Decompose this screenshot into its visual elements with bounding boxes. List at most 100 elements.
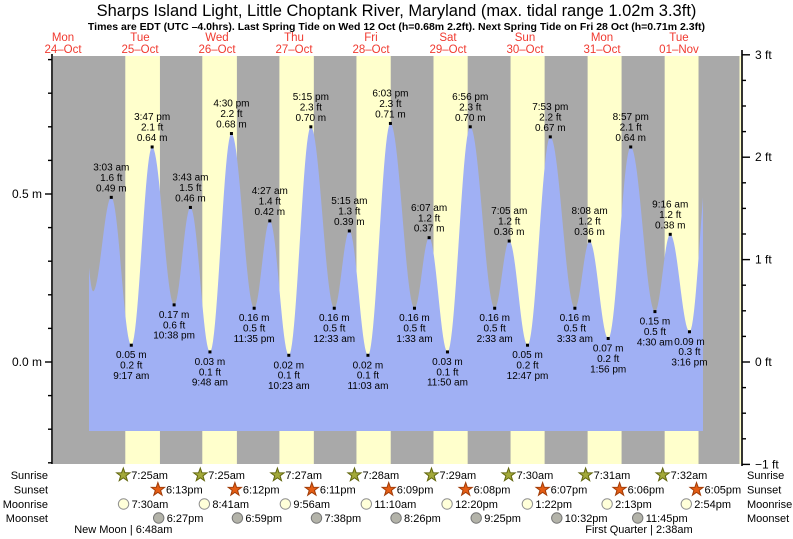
right-axis-label: 2 ft	[755, 150, 772, 164]
sunrise-time: 7:29am	[440, 470, 477, 482]
moonrise-time: 2:13pm	[615, 499, 652, 511]
low-tide-feet: 0.1 ft	[357, 371, 379, 382]
moonrise-time: 8:41am	[212, 499, 249, 511]
moonset-time: 6:59pm	[245, 513, 282, 525]
high-tide-time: 6:03 pm	[372, 89, 408, 100]
low-tide-time: 3:33 am	[557, 334, 593, 345]
low-tide-dot	[366, 353, 370, 357]
axes: 0.0 m 0.5 m −1 ft 0 ft 1 ft 2 ft 3 ft	[12, 48, 779, 472]
high-tide-dot	[388, 121, 392, 125]
sunset-star-icon	[226, 480, 243, 497]
day-date-label: 29–Oct	[429, 44, 467, 56]
high-tide-time: 8:08 am	[572, 206, 608, 217]
high-tide-time: 5:15 am	[331, 196, 367, 207]
high-tide-time: 3:03 am	[93, 163, 129, 174]
moonrise-time: 1:22pm	[535, 499, 572, 511]
low-tide-time: 11:35 pm	[234, 334, 275, 345]
sunrise-time: 7:25am	[131, 470, 168, 482]
high-tide-meters: 0.67 m	[535, 123, 566, 134]
moonset-icon	[631, 512, 644, 524]
low-tide-time: 2:33 am	[477, 334, 513, 345]
left-axis-label: 0.5 m	[12, 187, 42, 201]
sunrise-star-icon	[192, 466, 209, 482]
day-labels: Mon24–OctTue25–OctWed26–OctThu27–OctFri2…	[44, 32, 699, 56]
left-axis-label: 0.0 m	[12, 355, 42, 369]
moonrise-icon	[680, 498, 693, 510]
tide-curve-layer	[89, 123, 703, 431]
low-tide-meters: 0.03 m	[195, 357, 226, 368]
high-tide-feet: 2.1 ft	[141, 123, 163, 134]
sunset-time: 6:07pm	[551, 485, 588, 497]
right-axis-label: 1 ft	[755, 253, 772, 267]
moon-phase-note: New Moon | 6:48am	[74, 524, 172, 536]
high-tide-meters: 0.64 m	[137, 133, 168, 144]
moonset-icon	[310, 512, 323, 524]
day-date-label: 24–Oct	[44, 44, 82, 56]
high-tide-feet: 1.2 ft	[578, 217, 600, 228]
low-tide-feet: 0.2 ft	[516, 361, 538, 372]
day-date-label: 25–Oct	[121, 44, 159, 56]
low-tide-meters: 0.05 m	[116, 350, 147, 361]
page-subtitle: Times are EDT (UTC –4.0hrs). Last Spring…	[87, 21, 706, 33]
almanac-row-label-right: Sunrise	[747, 470, 784, 482]
sunrise-star-icon	[654, 466, 671, 482]
moonrise-icon	[198, 498, 211, 510]
low-tide-time: 12:33 am	[313, 334, 355, 345]
high-tide-meters: 0.36 m	[574, 227, 605, 238]
low-tide-feet: 0.5 ft	[644, 327, 666, 338]
high-tide-meters: 0.70 m	[296, 113, 327, 124]
high-tide-time: 4:27 am	[252, 186, 288, 197]
moonset-icon	[152, 512, 165, 524]
low-tide-dot	[573, 306, 577, 310]
almanac-row-label-right: Moonrise	[747, 499, 792, 511]
sunrise-star-icon	[115, 466, 132, 482]
low-tide-meters: 0.17 m	[159, 310, 190, 321]
sunrise-time: 7:27am	[285, 470, 322, 482]
high-tide-meters: 0.71 m	[375, 109, 406, 120]
right-axis-label: 3 ft	[755, 48, 772, 62]
low-tide-meters: 0.16 m	[399, 313, 430, 324]
high-tide-feet: 1.3 ft	[338, 207, 360, 218]
sunrise-time: 7:30am	[517, 470, 554, 482]
almanac: Sunrise Sunrise 7:25am 7:25am 7:27am 7:28am 7:…	[3, 466, 792, 536]
almanac-row-label-left: Sunrise	[11, 470, 48, 482]
low-tide-feet: 0.5 ft	[484, 324, 506, 335]
almanac-row-label-left: Moonset	[6, 513, 48, 525]
moonrise-icon	[521, 498, 534, 510]
high-tide-time: 3:47 pm	[134, 112, 170, 123]
high-tide-feet: 1.6 ft	[100, 173, 122, 184]
low-tide-feet: 0.5 ft	[564, 324, 586, 335]
low-tide-time: 10:23 am	[268, 381, 310, 392]
sunset-star-icon	[303, 480, 320, 497]
day-date-label: 31–Oct	[583, 44, 621, 56]
high-tide-feet: 2.3 ft	[459, 102, 481, 113]
tide-annotations: 3:03 am1.6 ft0.49 m0.05 m0.2 ft9:17 am3:…	[93, 89, 707, 392]
almanac-row-label-right: Moonset	[747, 513, 789, 525]
low-tide-meters: 0.15 m	[640, 317, 671, 328]
sunset-time: 6:12pm	[243, 485, 280, 497]
low-tide-time: 11:50 am	[427, 378, 468, 389]
sunrise-time: 7:25am	[208, 470, 245, 482]
high-tide-dot	[347, 229, 351, 233]
high-tide-dot	[150, 145, 154, 149]
high-tide-dot	[629, 145, 633, 149]
high-tide-time: 5:15 pm	[293, 92, 329, 103]
low-tide-meters: 0.16 m	[479, 313, 510, 324]
sunset-time: 6:06pm	[628, 485, 665, 497]
high-tide-feet: 2.1 ft	[620, 123, 642, 134]
daylight-band-sliver	[739, 56, 742, 464]
high-tide-meters: 0.36 m	[494, 227, 525, 238]
moonset-time: 7:38pm	[324, 513, 361, 525]
low-tide-feet: 0.1 ft	[278, 371, 300, 382]
sunrise-star-icon	[577, 466, 594, 482]
high-tide-dot	[507, 239, 511, 243]
high-tide-meters: 0.49 m	[96, 183, 127, 194]
sunset-star-icon	[688, 480, 705, 497]
low-tide-meters: 0.07 m	[593, 343, 624, 354]
high-tide-meters: 0.38 m	[655, 220, 686, 231]
low-tide-feet: 0.2 ft	[597, 354, 619, 365]
moonset-icon	[231, 512, 244, 524]
high-tide-time: 6:56 pm	[452, 92, 488, 103]
day-date-label: 27–Oct	[275, 44, 313, 56]
